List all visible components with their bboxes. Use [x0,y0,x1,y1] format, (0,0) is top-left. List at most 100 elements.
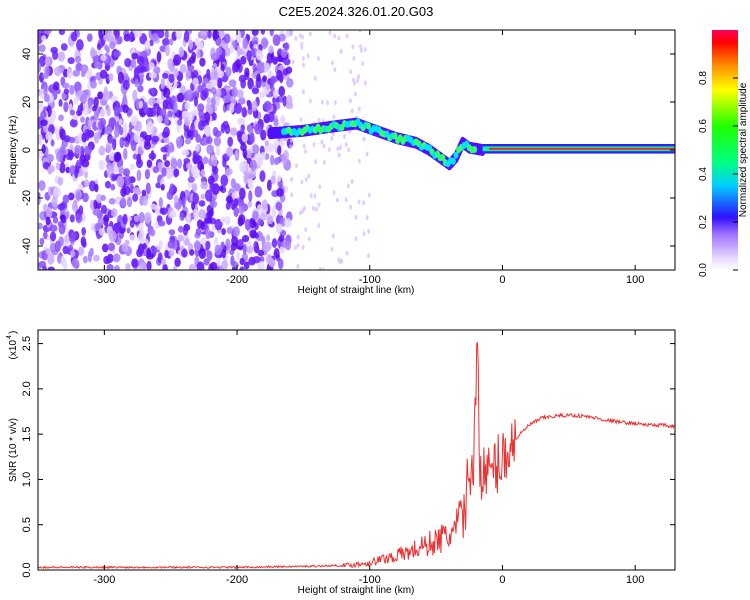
noise-cell [69,84,75,96]
colorbar-tick-label: 0.6 [698,119,709,133]
noise-cell [144,134,152,142]
noise-cell [132,193,139,202]
noise-cell [232,226,240,237]
noise-cell [75,213,83,224]
x-tick-label: 100 [626,274,644,286]
noise-cell [313,193,317,199]
noise-cell [326,100,330,106]
colorbar-label: Normalized spectral amplitude [738,82,749,217]
noise-cell [54,125,59,135]
noise-cell [217,77,223,89]
noise-cell [276,175,282,183]
noise-cell [154,205,160,215]
snr-y-scale-exponent: 4 [6,335,13,339]
noise-cell [362,231,366,237]
noise-cell [195,227,202,236]
noise-cell [82,192,89,203]
noise-cell [108,117,117,127]
noise-cell [193,209,199,220]
noise-cell [101,243,109,253]
noise-cell [244,218,251,231]
noise-cell [192,155,200,164]
noise-cell [365,151,369,157]
noise-cell [70,231,77,241]
noise-cell [177,158,183,169]
noise-cell [339,145,343,151]
noise-cell [69,109,76,116]
noise-cell [254,123,262,135]
noise-cell [344,197,348,203]
noise-cell [257,249,265,257]
noise-cell [114,126,120,138]
noise-cell [63,235,70,246]
noise-cell [82,107,89,116]
noise-cell [143,142,151,150]
noise-cell [118,118,123,126]
noise-cell [286,94,293,107]
noise-cell [74,55,82,64]
noise-cell [173,67,179,78]
noise-cell [271,205,277,218]
noise-cell [57,254,62,264]
noise-cell [236,34,242,44]
noise-cell [357,158,361,164]
noise-cell [146,121,154,134]
noise-cell [108,230,117,243]
noise-cell [347,147,351,153]
noise-cell [45,131,53,141]
noise-cell [58,146,66,157]
snr-y-scale: (x10 4 ) [6,331,19,360]
noise-cell [83,145,92,156]
noise-cell [110,184,116,191]
noise-cell [202,156,209,165]
noise-cell [298,210,302,216]
noise-cell [186,68,191,79]
noise-cell [365,214,369,220]
noise-cell [206,144,214,155]
noise-cell [62,259,68,270]
noise-cell [57,176,64,186]
noise-cell [167,58,174,70]
noise-cell [248,190,253,202]
noise-cell [83,179,90,188]
noise-cell [252,210,259,220]
noise-cell [333,100,337,106]
noise-cell [130,58,137,69]
noise-cell [277,145,282,156]
noise-cell [80,116,85,123]
noise-cell [151,32,159,42]
noise-cell [204,111,211,124]
noise-cell [272,89,279,99]
noise-cell [110,208,118,218]
noise-cell [146,260,152,270]
noise-cell [214,244,223,256]
noise-cell [330,246,334,252]
noise-cell [165,44,170,57]
noise-cell [161,131,170,138]
noise-cell [272,34,281,47]
noise-cell [296,234,300,240]
noise-cell [44,65,50,77]
noise-cell [200,30,208,37]
noise-cell [200,90,207,101]
noise-cell [251,100,258,112]
noise-cell [42,230,48,240]
noise-cell [211,155,218,167]
noise-cell [344,142,348,148]
noise-cell [304,149,308,155]
noise-cell [300,179,304,185]
noise-cell [167,240,176,249]
noise-cell [59,162,66,174]
noise-cell [359,47,363,53]
noise-cell [185,162,193,170]
noise-cell [184,102,191,110]
noise-cell [212,166,219,175]
noise-cell [117,71,125,84]
noise-cell [191,69,199,79]
noise-cell [192,192,200,205]
noise-cell [266,215,274,225]
noise-cell [227,136,234,147]
noise-cell [100,54,107,62]
noise-cell [228,79,237,88]
noise-cell [225,195,233,204]
